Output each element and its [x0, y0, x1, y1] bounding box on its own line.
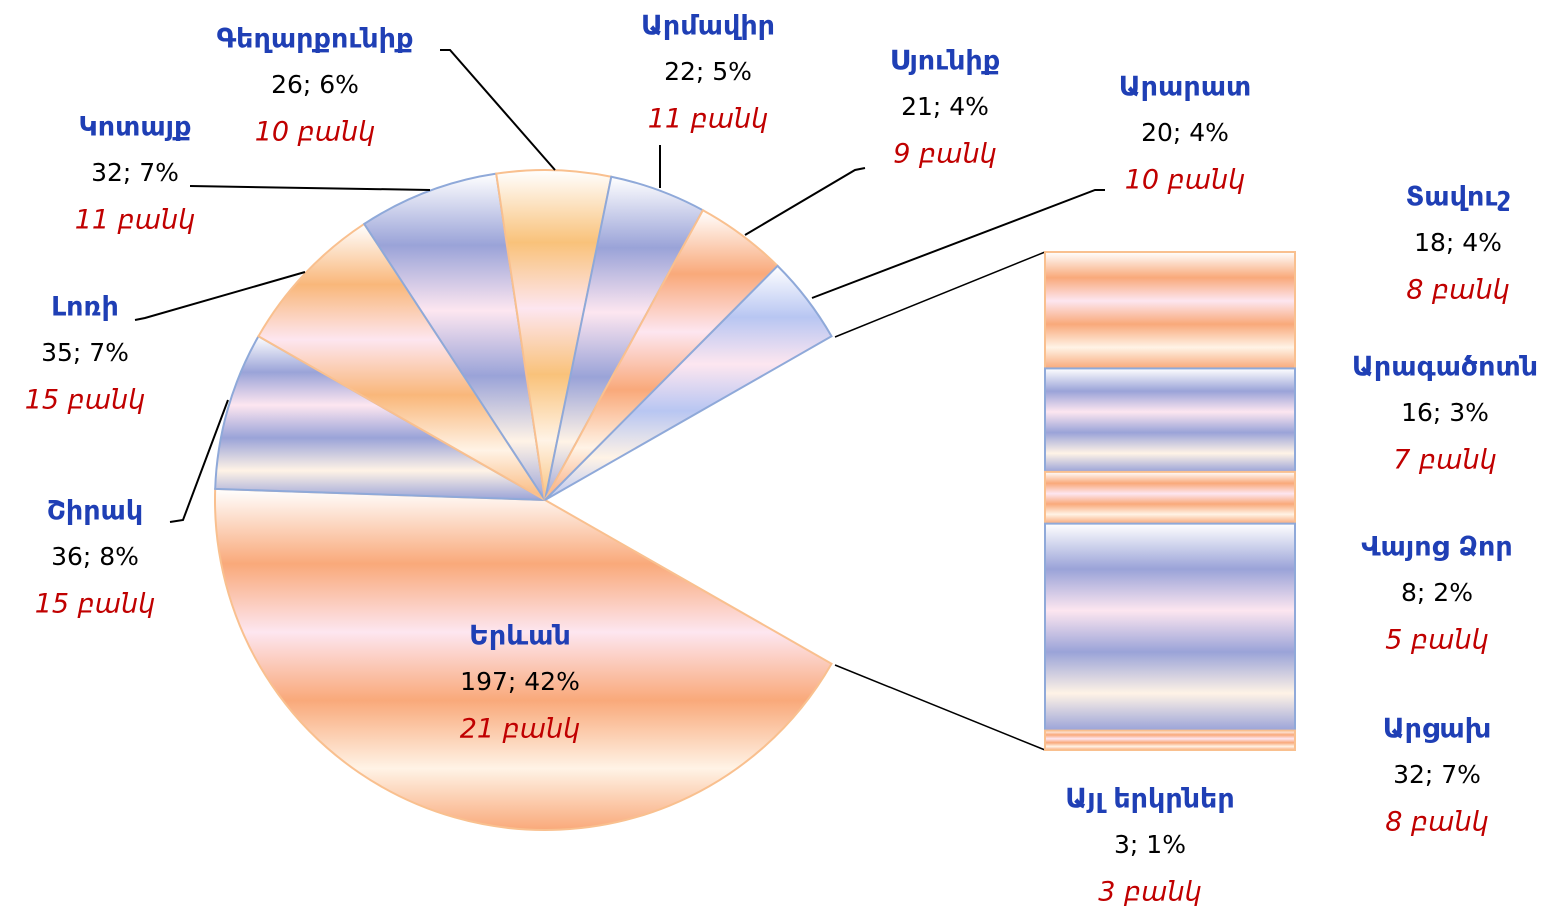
bank-label: 3 բանկ: [1098, 877, 1201, 908]
value-label: 3; 1%: [1114, 830, 1186, 859]
bank-label: 8 բանկ: [1385, 807, 1488, 838]
category-label: Տավուշ: [1406, 182, 1511, 213]
bar-segment: [1044, 367, 1296, 473]
value-label: 22; 5%: [664, 57, 752, 86]
category-label: Լոռի: [51, 292, 119, 323]
pie: [214, 169, 833, 832]
bank-label: 11 բանկ: [75, 205, 196, 236]
bank-label: 9 բանկ: [893, 139, 996, 170]
bank-label: 8 բանկ: [1406, 275, 1509, 306]
value-label: 26; 6%: [271, 70, 359, 99]
category-label: Այլ երկրներ: [1065, 784, 1234, 815]
category-label: Արագածոտն: [1352, 352, 1538, 383]
leader-line: [811, 189, 1105, 299]
bank-label: 15 բանկ: [35, 589, 156, 620]
bank-label: 10 բանկ: [255, 117, 376, 148]
leader-line: [189, 185, 431, 191]
pie-slice: [362, 172, 546, 501]
category-label: Արարատ: [1119, 72, 1252, 103]
value-label: 16; 3%: [1401, 398, 1489, 427]
category-label: Կոտայք: [79, 112, 192, 143]
pie-slice: [214, 487, 833, 832]
pie-slice: [544, 264, 833, 501]
pie-slice: [257, 222, 546, 501]
value-label: 35; 7%: [41, 338, 129, 367]
bank-label: 10 բանկ: [1125, 165, 1246, 196]
bank-label: 7 բանկ: [1393, 445, 1496, 476]
value-label: 36; 8%: [51, 542, 139, 571]
value-label: 21; 4%: [901, 92, 989, 121]
value-label: 18; 4%: [1414, 228, 1502, 257]
bar-segment: [1044, 522, 1296, 732]
leader-line: [134, 271, 306, 321]
connector-line: [834, 251, 1046, 338]
leader-line: [169, 399, 229, 523]
leader-line: [440, 49, 556, 171]
bank-label: 5 բանկ: [1385, 625, 1488, 656]
value-label: 8; 2%: [1401, 578, 1473, 607]
connector-line: [834, 664, 1046, 751]
category-label: Գեղարքունիք: [217, 24, 414, 55]
bar-segment: [1044, 251, 1296, 370]
bank-label: 15 բանկ: [25, 385, 146, 416]
bar-segment: [1044, 729, 1296, 752]
value-label: 32; 7%: [1393, 760, 1481, 789]
category-label: Արմավիր: [641, 11, 775, 42]
pie-slice: [214, 334, 546, 501]
value-label: 32; 7%: [91, 158, 179, 187]
category-label: Արցախ: [1383, 714, 1492, 745]
category-label: Երևան: [469, 621, 571, 652]
category-label: Շիրակ: [47, 496, 144, 527]
bar-segment: [1044, 470, 1296, 525]
category-label: Վայոց Ձոր: [1361, 532, 1513, 563]
bank-label: 21 բանկ: [460, 714, 581, 745]
value-label: 197; 42%: [460, 667, 580, 696]
value-label: 20; 4%: [1141, 118, 1229, 147]
category-label: Սյունիք: [890, 46, 1001, 77]
leader-line: [744, 167, 866, 236]
bank-label: 11 բանկ: [648, 104, 769, 135]
leader-lines: [134, 49, 1105, 751]
